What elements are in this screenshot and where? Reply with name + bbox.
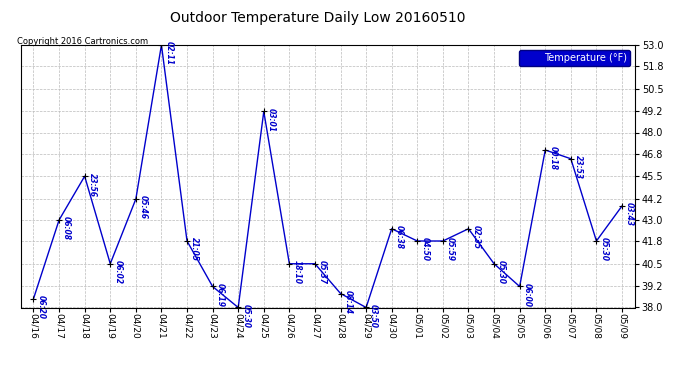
Text: 06:02: 06:02 (113, 260, 122, 284)
Text: 08:14: 08:14 (344, 290, 353, 314)
Text: 02:11: 02:11 (164, 42, 173, 66)
Text: 05:30: 05:30 (497, 260, 506, 284)
Text: 05:30: 05:30 (600, 237, 609, 261)
Text: 03:50: 03:50 (369, 304, 378, 328)
Text: 23:56: 23:56 (88, 173, 97, 197)
Text: 05:46: 05:46 (139, 195, 148, 219)
Text: Outdoor Temperature Daily Low 20160510: Outdoor Temperature Daily Low 20160510 (170, 11, 465, 25)
Text: 03:01: 03:01 (267, 108, 276, 132)
Text: 06:20: 06:20 (37, 295, 46, 319)
Text: 18:10: 18:10 (293, 260, 302, 284)
Text: 06:08: 06:08 (62, 216, 71, 240)
Text: 06:00: 06:00 (523, 283, 532, 307)
Text: Copyright 2016 Cartronics.com: Copyright 2016 Cartronics.com (17, 38, 148, 46)
Text: 21:05: 21:05 (190, 237, 199, 261)
Legend: Temperature (°F): Temperature (°F) (519, 50, 630, 66)
Text: 04:50: 04:50 (420, 237, 429, 261)
Text: 02:35: 02:35 (471, 225, 480, 249)
Text: 05:30: 05:30 (241, 304, 250, 328)
Text: 06:19: 06:19 (216, 283, 225, 307)
Text: 06:38: 06:38 (395, 225, 404, 249)
Text: 05:37: 05:37 (318, 260, 327, 284)
Text: 05:59: 05:59 (446, 237, 455, 261)
Text: 00:18: 00:18 (549, 147, 558, 171)
Text: 03:43: 03:43 (625, 202, 634, 226)
Text: 23:53: 23:53 (574, 155, 583, 179)
